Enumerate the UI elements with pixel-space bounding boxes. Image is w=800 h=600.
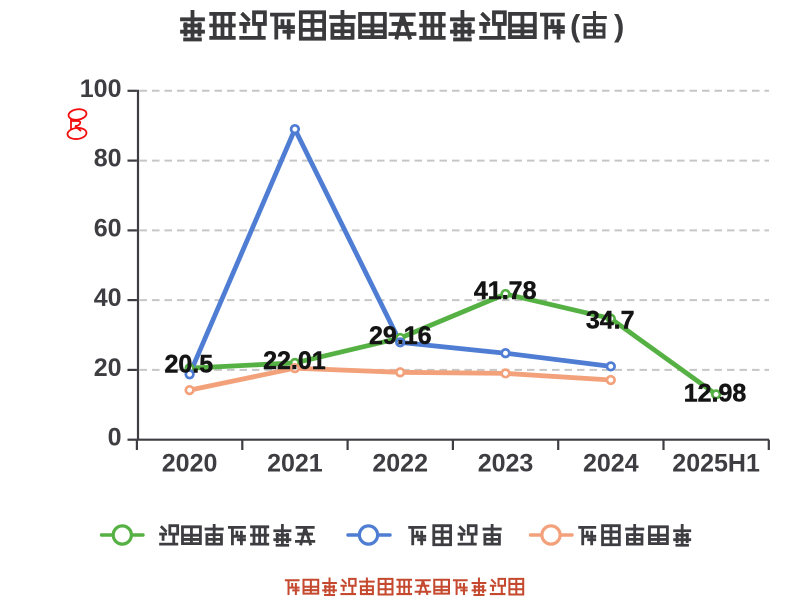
svg-text:100: 100 xyxy=(80,75,122,103)
svg-text:2025H1: 2025H1 xyxy=(672,450,760,478)
svg-text:(: ( xyxy=(570,8,581,43)
svg-text:80: 80 xyxy=(94,145,122,173)
svg-text:12.98: 12.98 xyxy=(684,380,747,408)
svg-text:41.78: 41.78 xyxy=(474,277,537,305)
svg-text:29.16: 29.16 xyxy=(369,322,432,350)
svg-text:22.01: 22.01 xyxy=(263,347,326,375)
svg-text:2021: 2021 xyxy=(267,450,323,478)
svg-text:34.7: 34.7 xyxy=(586,307,635,335)
svg-text:20.5: 20.5 xyxy=(164,350,213,378)
svg-text:): ) xyxy=(614,8,624,43)
svg-text:0: 0 xyxy=(108,424,122,452)
svg-text:40: 40 xyxy=(94,284,122,312)
svg-text:20: 20 xyxy=(94,354,122,382)
svg-text:2020: 2020 xyxy=(162,450,218,478)
svg-text:2024: 2024 xyxy=(583,450,639,478)
svg-text:2023: 2023 xyxy=(478,450,534,478)
svg-text:2022: 2022 xyxy=(372,450,428,478)
svg-text:60: 60 xyxy=(94,214,122,242)
